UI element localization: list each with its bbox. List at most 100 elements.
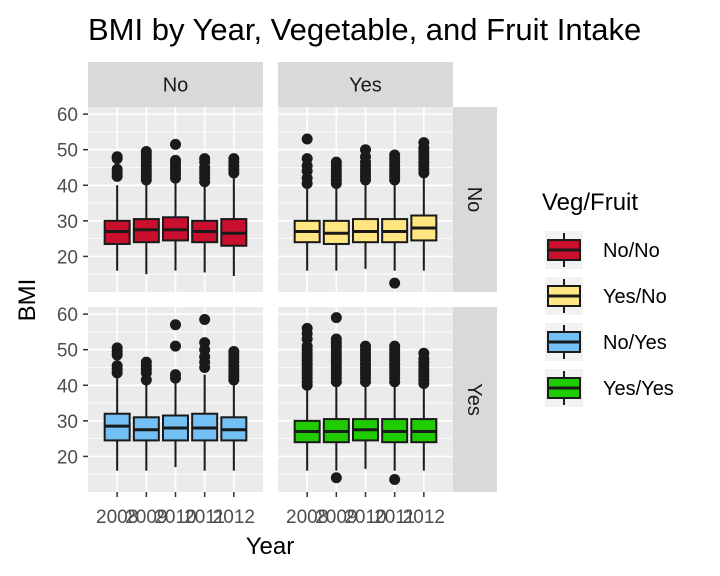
y-tick-label: 40	[57, 376, 78, 397]
box-2011	[381, 340, 409, 486]
outlier-point	[389, 149, 401, 161]
legend-key-no-yes: No/Yes	[545, 323, 667, 361]
box-2012	[410, 137, 438, 271]
outlier-point	[330, 472, 342, 484]
outlier-point	[170, 319, 181, 331]
y-tick-label: 30	[57, 412, 78, 433]
outlier-point	[228, 345, 240, 357]
panel-yes-no	[103, 313, 248, 471]
box-2011	[191, 153, 219, 273]
strip-top-yes	[278, 62, 453, 107]
outlier-point	[330, 333, 342, 345]
y-axes: 20 30 40 50 60 20 30 40 50 60	[57, 105, 88, 468]
outlier-point	[389, 474, 401, 486]
outlier-point	[360, 340, 371, 352]
box-2009	[132, 356, 160, 471]
outlier-point	[170, 369, 181, 381]
legend-key-no-no: No/No	[545, 231, 660, 269]
panel-no-yes	[293, 133, 438, 289]
facet-panels	[88, 107, 453, 492]
strip-right-label: Yes	[463, 383, 485, 416]
outlier-point	[418, 347, 430, 359]
legend: Veg/Fruit No/No Yes/No No/Yes Yes/Yes	[542, 189, 674, 407]
outlier-point	[170, 154, 181, 166]
box-2012	[220, 345, 248, 471]
x-tick-label: 2009	[125, 507, 167, 528]
legend-label: Yes/Yes	[603, 378, 674, 400]
outlier-point	[330, 312, 342, 324]
legend-title: Veg/Fruit	[542, 189, 638, 216]
legend-key-yes-no: Yes/No	[545, 277, 667, 315]
x-tick-label: 2009	[315, 507, 357, 528]
x-tick-label: 2011	[374, 507, 415, 528]
outlier-point	[301, 133, 313, 145]
outlier-point	[228, 153, 240, 165]
x-tick-label: 2012	[213, 507, 255, 528]
strip-right-yes	[453, 307, 497, 492]
box-2012	[410, 347, 438, 471]
y-tick-label: 20	[57, 447, 78, 468]
outlier-point	[301, 322, 313, 334]
box-2011	[191, 313, 219, 471]
outlier-point	[199, 153, 211, 165]
outlier-point	[170, 138, 181, 150]
x-tick-label: 2008	[286, 507, 328, 528]
strip-top-label: No	[163, 75, 189, 97]
box-2010	[162, 138, 189, 271]
outlier-point	[140, 145, 152, 157]
box-2008	[103, 342, 131, 471]
x-tick-label: 2010	[344, 507, 386, 528]
legend-label: Yes/No	[603, 286, 667, 308]
y-tick-label: 60	[57, 105, 78, 126]
outlier-point	[140, 356, 152, 368]
box-2010	[162, 319, 189, 468]
x-tick-label: 2012	[403, 507, 445, 528]
strip-right-no	[453, 107, 497, 292]
box-2010	[352, 144, 379, 269]
facet-strips: No Yes No Yes	[88, 62, 497, 492]
box-2009	[322, 312, 350, 484]
box-2011	[381, 149, 409, 289]
box-2012	[220, 153, 248, 276]
outlier-point	[301, 153, 313, 165]
strip-right-label: No	[463, 187, 485, 213]
strip-top-no	[88, 62, 263, 107]
y-tick-label: 20	[57, 247, 78, 268]
outlier-point	[111, 360, 123, 372]
outlier-point	[111, 342, 123, 354]
outlier-point	[170, 340, 181, 352]
chart-title: BMI by Year, Vegetable, and Fruit Intake	[88, 12, 641, 47]
x-tick-label: 2010	[154, 507, 196, 528]
legend-label: No/No	[603, 240, 660, 262]
y-tick-label: 40	[57, 176, 78, 197]
panel-no-no	[103, 138, 248, 276]
box-2008	[103, 151, 131, 271]
y-tick-label: 30	[57, 212, 78, 233]
x-tick-label: 2008	[96, 507, 138, 528]
y-tick-label: 50	[57, 141, 78, 162]
legend-label: No/Yes	[603, 332, 667, 354]
y-axis-title: BMI	[14, 279, 41, 322]
outlier-point	[199, 337, 211, 349]
box-2010	[352, 340, 379, 469]
box-2009	[322, 156, 350, 271]
box-2008	[293, 322, 321, 471]
outlier-point	[360, 144, 371, 156]
x-tick-label: 2011	[184, 507, 225, 528]
y-tick-label: 60	[57, 305, 78, 326]
strip-top-label: Yes	[349, 75, 382, 97]
x-axis-title: Year	[246, 533, 295, 560]
outlier-point	[389, 277, 401, 289]
outlier-point	[389, 340, 401, 352]
outlier-point	[199, 313, 211, 325]
y-tick-label: 50	[57, 341, 78, 362]
box-2008	[293, 133, 321, 271]
outlier-point	[418, 137, 430, 149]
legend-key-yes-yes: Yes/Yes	[545, 369, 674, 407]
outlier-point	[111, 151, 123, 163]
box-2009	[132, 145, 160, 275]
outlier-point	[330, 156, 342, 168]
panel-yes-yes	[293, 312, 438, 486]
